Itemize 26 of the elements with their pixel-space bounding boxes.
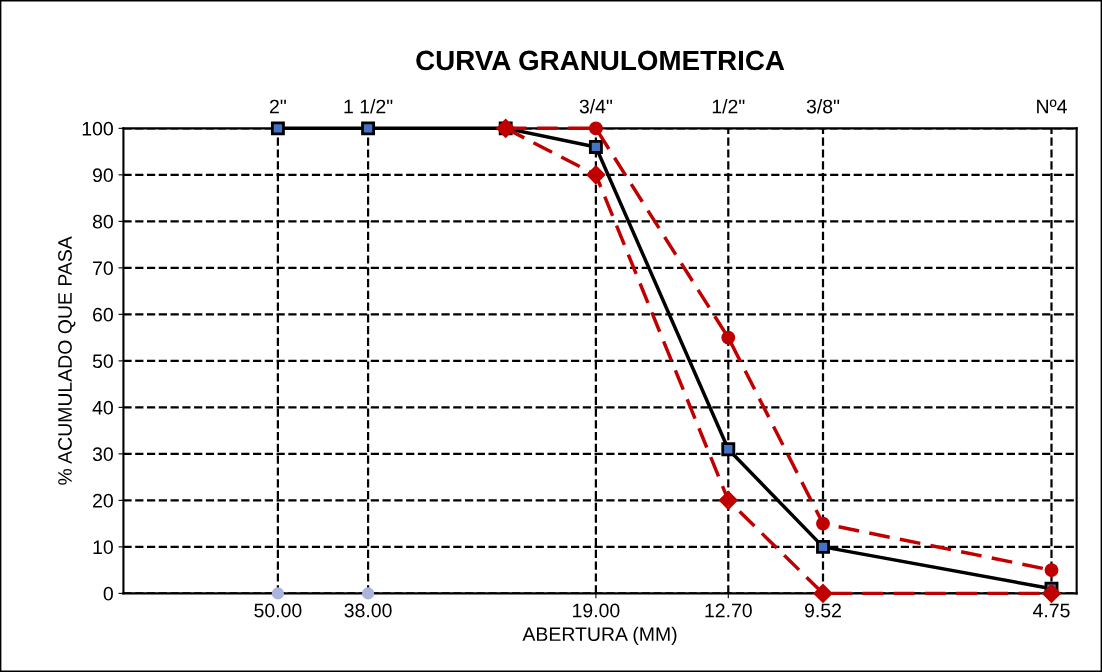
x-tick-label: 12.70 <box>705 603 752 618</box>
y-tick-label: 0 <box>103 586 113 601</box>
chart-title: CURVA GRANULOMETRICA <box>416 50 785 71</box>
x-tick-label: 50.00 <box>254 603 302 618</box>
y-tick-label: 40 <box>92 400 113 415</box>
y-tick-label: 80 <box>92 214 113 229</box>
text: 1 1/2" <box>344 99 393 114</box>
text: 2" <box>270 99 286 114</box>
y-tick-label: 50 <box>92 354 113 369</box>
text: 3/4" <box>579 99 613 114</box>
text: Nº4 <box>1037 99 1067 114</box>
x-tick-label: 38.00 <box>344 603 392 618</box>
x-axis-title: ABERTURA (MM) <box>522 626 677 645</box>
text: 1/2" <box>712 99 745 114</box>
y-axis-title: % ACUMULADO QUE PASA <box>58 236 76 485</box>
y-tick-label: 20 <box>93 493 113 508</box>
y-tick-label: 90 <box>92 168 113 183</box>
y-tick-label: 10 <box>93 540 113 555</box>
y-tick-label: 100 <box>82 121 113 136</box>
x-tick-label: 4.75 <box>1033 603 1070 618</box>
y-tick-label: 70 <box>93 261 113 276</box>
x-tick-label: 19.00 <box>573 603 620 618</box>
x-tick-label: 9.52 <box>804 603 841 618</box>
y-tick-label: 60 <box>93 307 113 322</box>
text: 3/8" <box>806 99 840 114</box>
y-tick-label: 30 <box>92 447 113 462</box>
